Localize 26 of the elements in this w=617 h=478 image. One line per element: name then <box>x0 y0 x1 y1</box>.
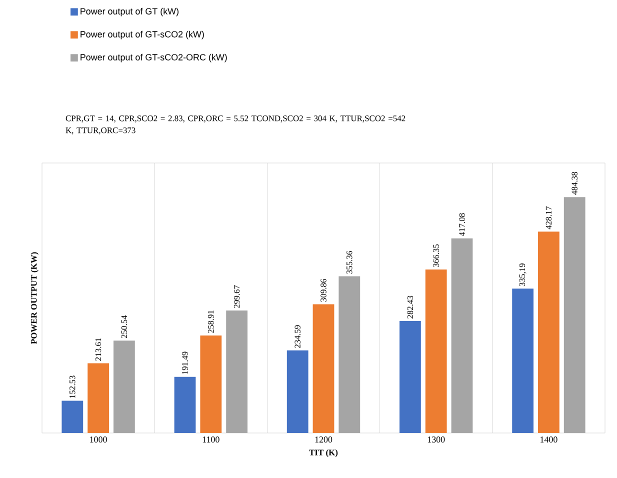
data-label: 213.61 <box>95 338 102 361</box>
x-tick-label: 1300 <box>428 436 445 443</box>
x-tick-label: 1400 <box>540 436 558 443</box>
x-tick-label: 1000 <box>90 436 107 443</box>
data-label: 234.59 <box>294 325 300 348</box>
data-label: 152.53 <box>70 376 76 398</box>
data-label: 299.67 <box>234 285 240 308</box>
x-tick-label: 1200 <box>315 436 332 443</box>
x-tick-label: 1100 <box>202 436 220 443</box>
legend-label: Power output of GT (kW) <box>80 8 178 16</box>
x-axis-title: TIT (K) <box>309 449 338 458</box>
legend-label: Power output of GT-sCO2 (kW) <box>80 30 204 40</box>
data-label: 355.36 <box>346 251 352 274</box>
data-label: 282.43 <box>407 296 414 318</box>
data-label: 484.38 <box>572 172 578 195</box>
data-label: 335,19 <box>519 264 526 286</box>
data-label: 417.08 <box>459 213 465 236</box>
data-label: 258.91 <box>208 310 214 333</box>
data-label: 366.35 <box>433 244 439 267</box>
data-label: 428.17 <box>546 206 552 230</box>
y-axis-title: POWER OUTPUT (KW) <box>30 252 38 344</box>
data-label: 309.86 <box>320 278 326 302</box>
legend-label: Power output of GT-sCO2-ORC (kW) <box>80 54 227 62</box>
data-label: 191.49 <box>182 352 188 374</box>
text: CPR,GT = 14, CPR,SCO2 = 2.83, CPR,ORC = 5.52 TCOND,SCO2 = 304 K, TTUR,SCO2 =542 K, TTUR,ORC=373 <box>66 116 406 134</box>
data-label: 250.54 <box>121 315 128 338</box>
